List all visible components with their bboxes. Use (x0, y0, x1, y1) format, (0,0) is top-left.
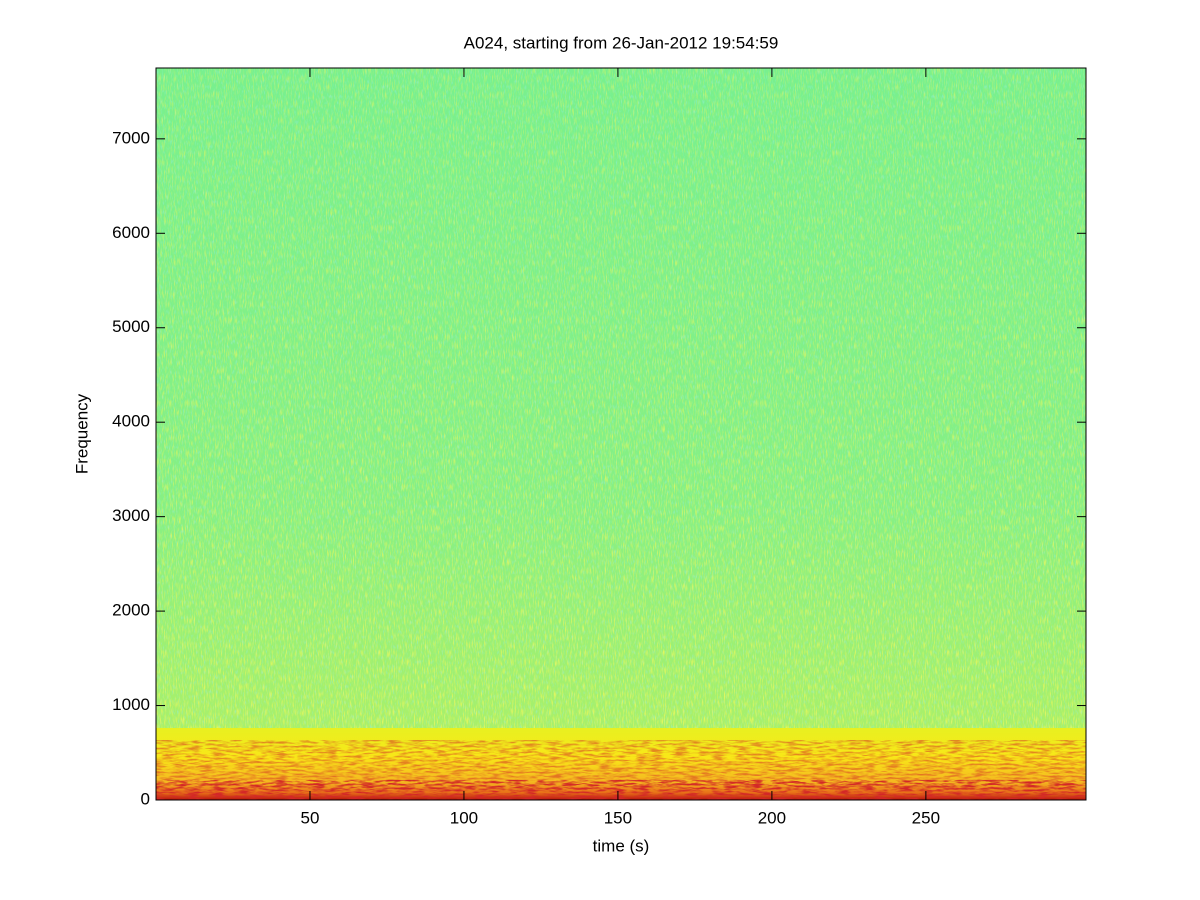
x-tick-label: 50 (301, 808, 320, 827)
x-tick-label: 150 (604, 808, 632, 827)
y-tick-label: 3000 (112, 506, 150, 525)
x-tick-label: 250 (912, 808, 940, 827)
y-tick-label: 1000 (112, 695, 150, 714)
plot-frame (155, 67, 1087, 801)
x-tick-label: 200 (758, 808, 786, 827)
y-tick-label: 6000 (112, 223, 150, 242)
x-axis-label: time (s) (593, 836, 650, 855)
spectrogram-image (156, 68, 1086, 800)
y-tick-label: 7000 (112, 128, 150, 147)
y-tick-label: 4000 (112, 412, 150, 431)
y-axis-label: Frequency (72, 393, 91, 474)
chart-title: A024, starting from 26-Jan-2012 19:54:59 (464, 33, 779, 52)
x-tick-label: 100 (450, 808, 478, 827)
y-tick-label: 0 (141, 789, 150, 808)
y-tick-label: 5000 (112, 317, 150, 336)
y-tick-label: 2000 (112, 601, 150, 620)
